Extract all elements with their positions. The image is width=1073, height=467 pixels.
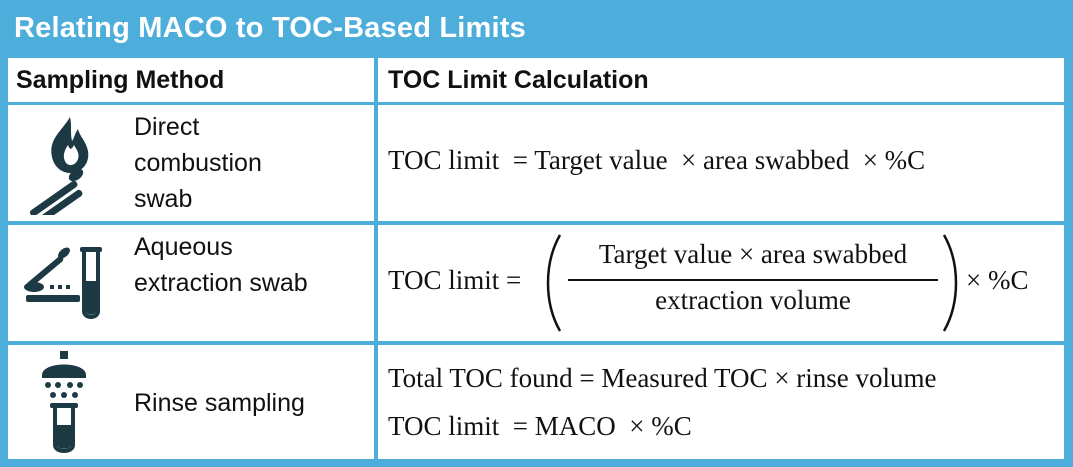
table-row-direct-combustion-method: Direct combustion swab bbox=[8, 105, 374, 221]
formula-aqueous-numerator: Target value × area swabbed bbox=[598, 239, 908, 269]
header-sampling-method: Sampling Method bbox=[16, 66, 225, 94]
table-row-aqueous-extraction-method: Aqueous extraction swab bbox=[8, 225, 374, 341]
formula-direct-combustion: TOC limit = Target value × area swabbed … bbox=[388, 145, 926, 175]
header-toc-limit-calculation: TOC Limit Calculation bbox=[388, 66, 649, 94]
header-cell-sampling-method: Sampling Method bbox=[8, 58, 374, 102]
table-row-aqueous-extraction-formula: TOC limit = Target value × area swabbed … bbox=[378, 225, 1064, 341]
method-line: Aqueous bbox=[134, 233, 233, 261]
table-title: Relating MACO to TOC-Based Limits bbox=[14, 12, 526, 44]
method-direct-combustion-swab: Direct combustion swab bbox=[134, 109, 262, 217]
shower-test-tube-icon bbox=[42, 351, 86, 453]
method-aqueous-extraction-swab: Aqueous extraction swab bbox=[134, 229, 308, 301]
swab-test-tube-icon bbox=[24, 247, 102, 319]
header-cell-toc-limit: TOC Limit Calculation bbox=[378, 58, 1064, 102]
table-row-rinse-sampling-method: Rinse sampling bbox=[8, 345, 374, 459]
table-row-rinse-sampling-formula: Total TOC found = Measured TOC × rinse v… bbox=[378, 345, 1064, 459]
formula-aqueous-denominator: extraction volume bbox=[655, 285, 851, 315]
method-line: Direct bbox=[134, 113, 200, 141]
formula-aqueous-lhs: TOC limit = bbox=[388, 265, 522, 295]
table-row-direct-combustion-formula: TOC limit = Target value × area swabbed … bbox=[378, 105, 1064, 221]
method-line: extraction swab bbox=[134, 269, 308, 297]
formula-aqueous-rhs: × %C bbox=[966, 265, 1029, 295]
flame-swab-icon bbox=[29, 117, 89, 215]
formula-rinse-line2: TOC limit = MACO × %C bbox=[388, 411, 692, 441]
method-rinse-sampling: Rinse sampling bbox=[134, 385, 305, 421]
right-parenthesis bbox=[942, 234, 958, 332]
formula-rinse-line1: Total TOC found = Measured TOC × rinse v… bbox=[388, 363, 937, 393]
left-parenthesis bbox=[546, 234, 562, 332]
method-line: swab bbox=[134, 185, 193, 213]
method-line: combustion bbox=[134, 149, 262, 177]
method-line: Rinse sampling bbox=[134, 389, 305, 417]
fraction-bar bbox=[568, 279, 938, 281]
